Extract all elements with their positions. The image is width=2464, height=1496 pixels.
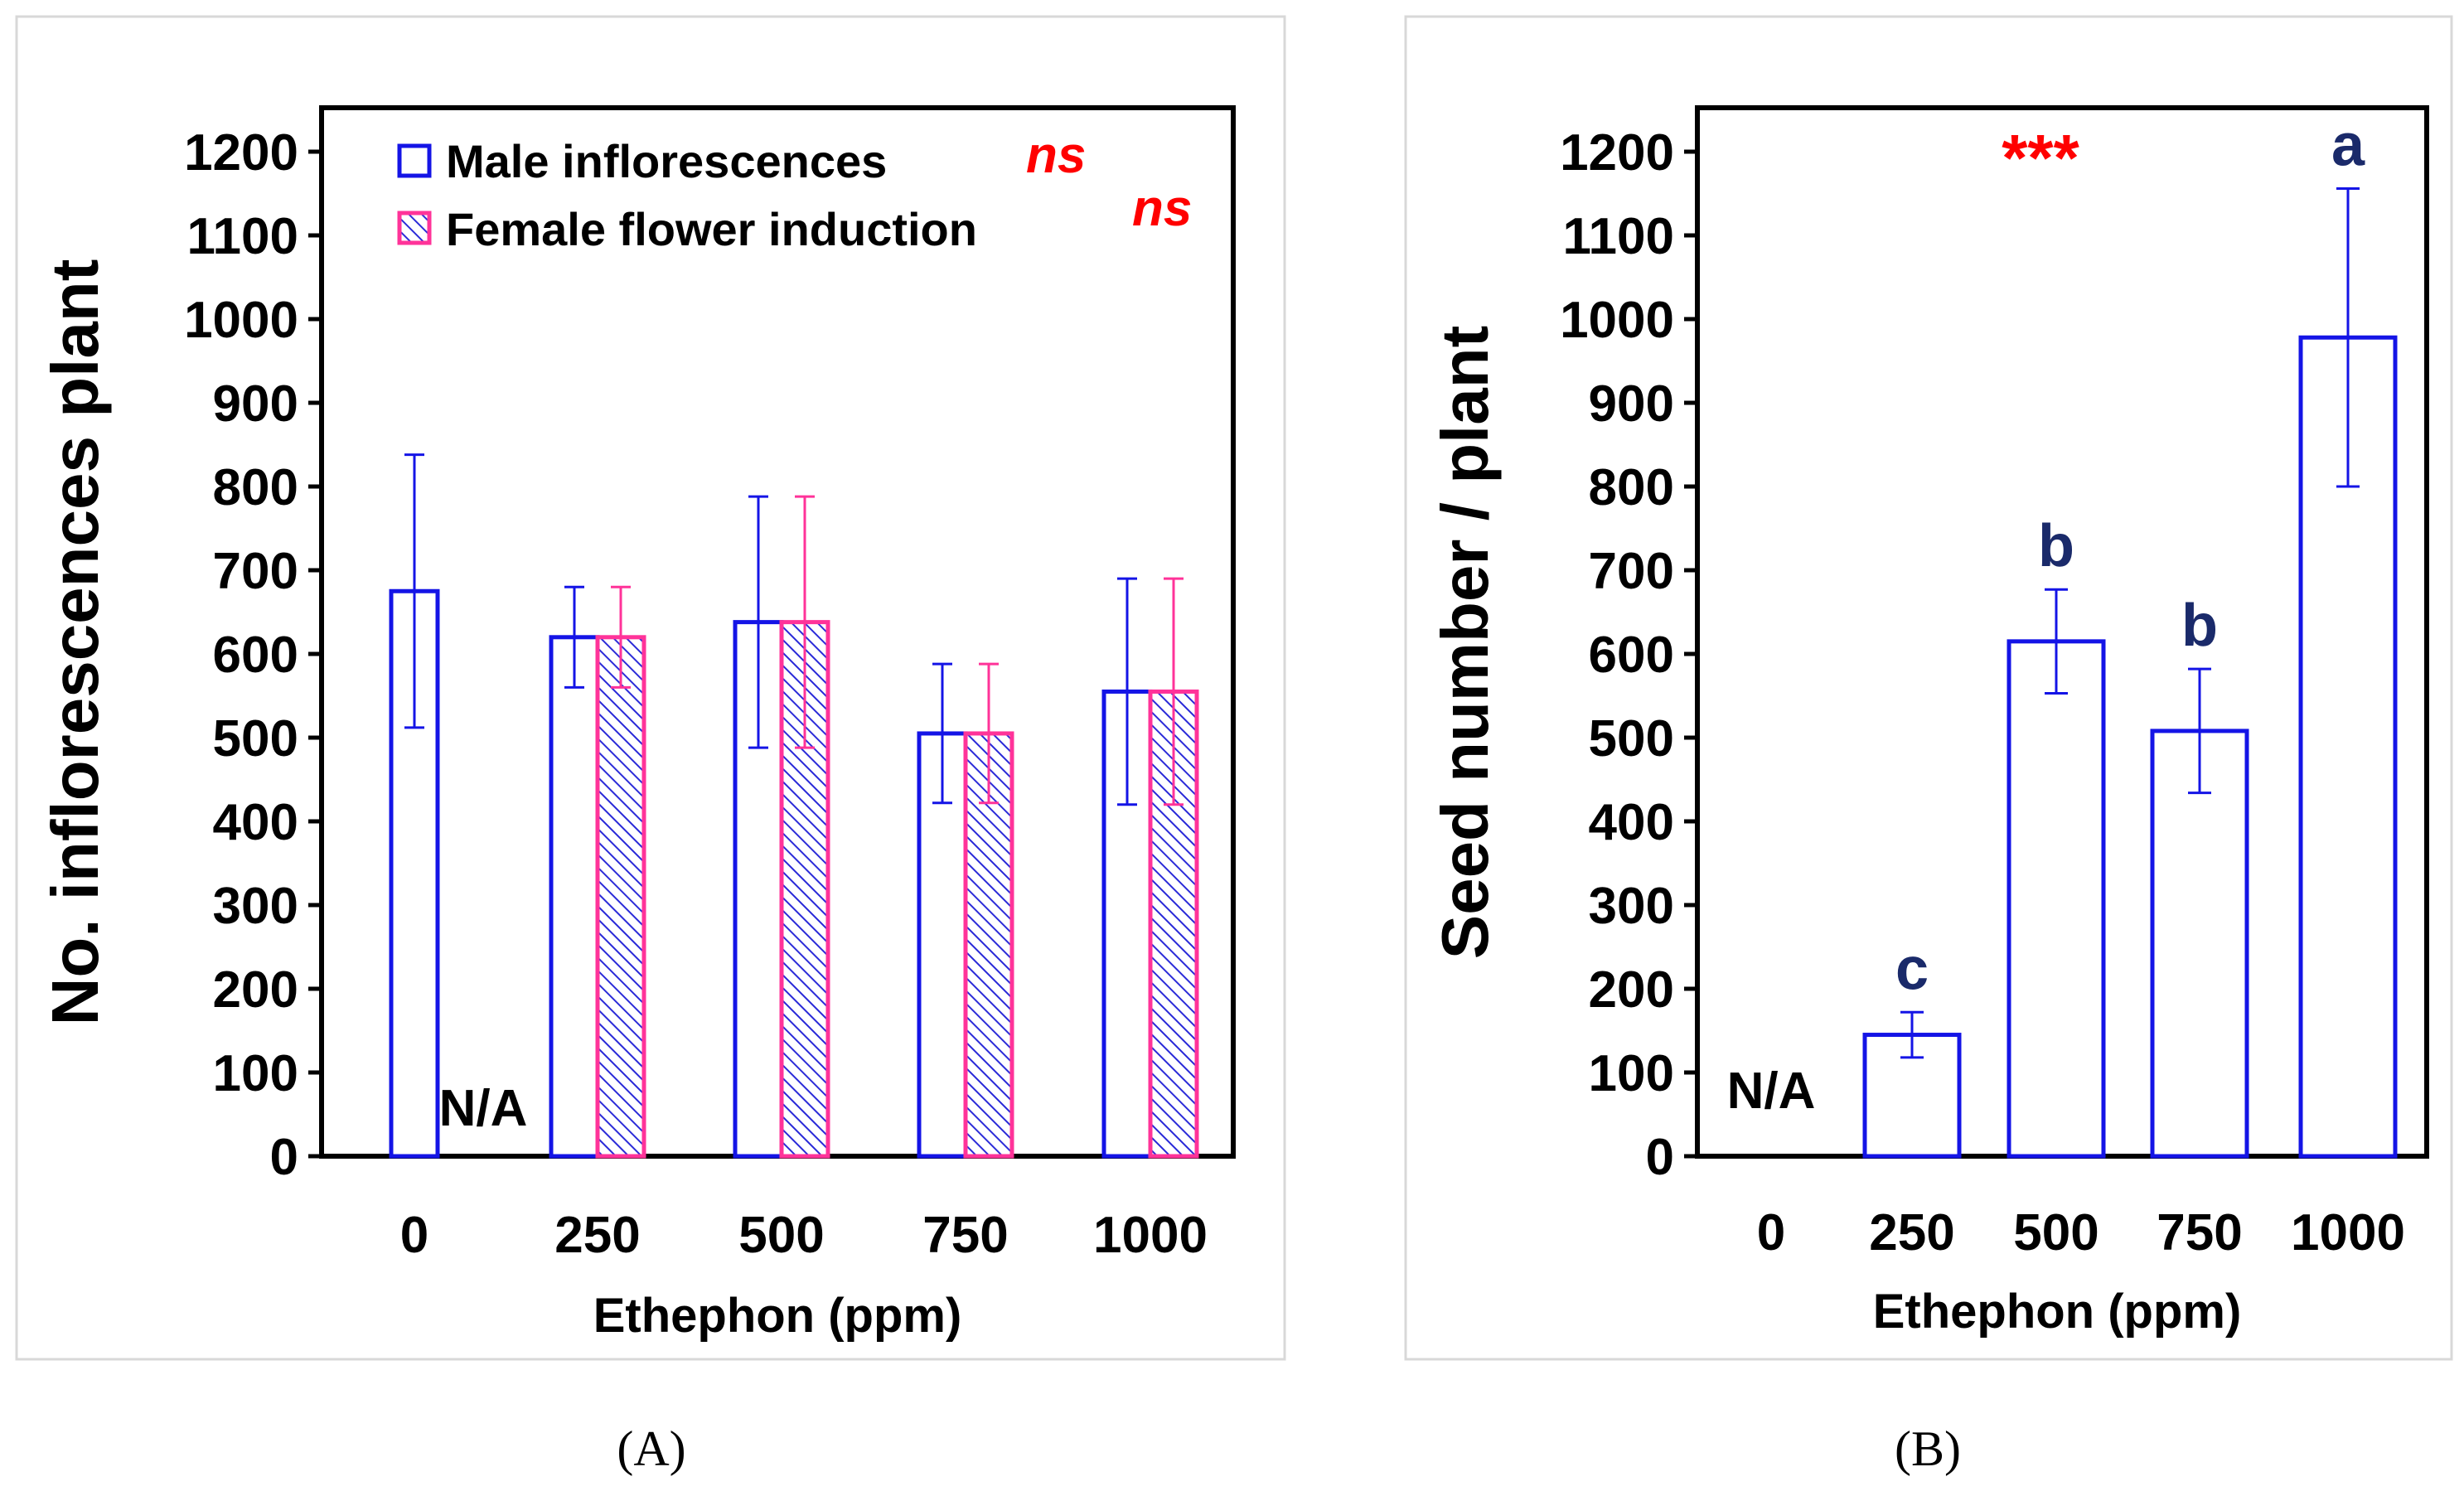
panel-a-y-tick-label: 0 (270, 1129, 298, 1186)
panel-a-y-tick-label: 700 (213, 543, 298, 600)
panel-b-y-tick-label: 100 (1589, 1045, 1674, 1102)
panel-b-significance: *** (2002, 121, 2079, 195)
significance-letter: a (2331, 112, 2365, 178)
panel-a-y-axis-title: No. inflorescences plant (38, 259, 112, 1026)
legend-male-significance: ns (1026, 127, 1086, 184)
panel-b-x-tick-label: 0 (1757, 1204, 1785, 1261)
panel-b-na-label: N/A (1727, 1063, 1816, 1120)
panel-a-y-tick-label: 100 (213, 1045, 298, 1102)
panel-a-frame (15, 15, 1286, 1361)
legend-male-swatch (397, 143, 432, 178)
seed-bar (2150, 729, 2249, 1159)
panel-a-x-axis-title: Ethephon (ppm) (593, 1289, 962, 1343)
panel-b-x-tick-label: 1000 (2291, 1204, 2405, 1261)
panel-b-y-tick-label: 700 (1589, 543, 1674, 600)
panel-a-x-tick-label: 0 (400, 1207, 428, 1264)
panel-b-y-tick-label: 400 (1589, 794, 1674, 851)
legend-female-label: Female flower induction (446, 203, 977, 255)
panel-a-y-tick-label: 1000 (184, 292, 298, 349)
panel-b-x-tick-label: 500 (2013, 1204, 2099, 1261)
panel-b-y-tick-label: 900 (1589, 375, 1674, 433)
legend-female-significance: ns (1132, 180, 1192, 237)
panel-a-y-tick-label: 1100 (186, 208, 298, 265)
panel-a-x-tick-labels: 0 250 500 750 1000 (400, 1207, 1208, 1264)
panel-b-label: (B) (1895, 1421, 1961, 1476)
panel-b-y-tick-label: 500 (1589, 710, 1674, 767)
panel-a-bars (389, 453, 1199, 1159)
seed-bar (2007, 639, 2106, 1159)
panel-a-y-tick-label: 400 (213, 794, 298, 851)
panel-b-y-tick-label: 0 (1646, 1129, 1674, 1186)
panel-a-y-tick-label: 900 (213, 375, 298, 433)
panel-b-y-ticks: 0 100 200 300 400 500 600 700 800 900 1000 1100 1200 (1560, 124, 1697, 1186)
panel-b-bars: c b b a (1862, 112, 2398, 1159)
panel-b-y-tick-label: 600 (1589, 627, 1674, 684)
legend-male-label: Male inflorescences (446, 135, 887, 187)
female-bar (595, 635, 646, 1159)
panel-b-y-tick-label: 1100 (1562, 208, 1674, 265)
panel-b-y-tick-label: 200 (1589, 961, 1674, 1019)
panel-b-x-tick-label: 750 (2157, 1204, 2242, 1261)
panel-a-x-tick-label: 500 (738, 1207, 824, 1264)
panel-b-y-axis-title: Seed number / plant (1428, 326, 1502, 960)
panel-a-x-tick-label: 750 (922, 1207, 1008, 1264)
panel-a-y-tick-label: 500 (213, 710, 298, 767)
panel-a-y-tick-label: 200 (213, 961, 298, 1019)
panel-b-y-tick-label: 800 (1589, 459, 1674, 516)
panel-b-y-tick-label: 1000 (1560, 292, 1674, 349)
significance-letter: c (1895, 936, 1929, 1002)
panel-b-x-axis-title: Ethephon (ppm) (1873, 1285, 2242, 1339)
panel-b-y-tick-label: 300 (1589, 878, 1674, 935)
panel-a-y-tick-label: 1200 (184, 124, 298, 182)
legend-female-swatch (397, 211, 432, 245)
panel-a-y-tick-label: 800 (213, 459, 298, 516)
panel-b-x-tick-labels: 0 250 500 750 1000 (1757, 1204, 2405, 1261)
significance-letter: b (2181, 593, 2218, 659)
panel-a-na-label: N/A (439, 1080, 528, 1137)
panel-a-label: (A) (617, 1421, 685, 1476)
panel-a-x-tick-label: 1000 (1093, 1207, 1208, 1264)
panel-a-y-ticks: 0 100 200 300 400 500 600 700 800 900 1000 1100 1200 (184, 124, 322, 1186)
panel-a-y-tick-label: 300 (213, 878, 298, 935)
panel-b-x-tick-label: 250 (1869, 1204, 1954, 1261)
panel-b-y-tick-label: 1200 (1560, 124, 1674, 182)
panel-a-legend: Male inflorescences ns Female flower ind… (397, 127, 1192, 255)
male-bar (549, 635, 600, 1159)
panel-a-x-tick-label: 250 (554, 1207, 640, 1264)
significance-letter: b (2038, 513, 2074, 579)
panel-a-y-tick-label: 600 (213, 627, 298, 684)
